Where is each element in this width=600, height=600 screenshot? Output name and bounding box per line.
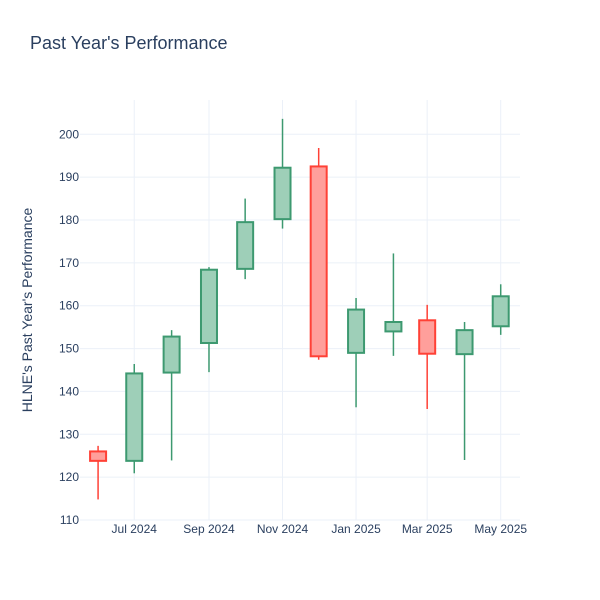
candle-body <box>273 166 292 221</box>
y-tick-label: 180 <box>59 213 79 227</box>
y-tick-label: 140 <box>59 384 79 398</box>
x-tick-label: Nov 2024 <box>257 522 309 536</box>
y-tick-label: 120 <box>59 470 79 484</box>
chart-title: Past Year's Performance <box>30 33 228 53</box>
candle-increasing <box>455 322 474 460</box>
y-tick-label: 150 <box>59 342 79 356</box>
candle-increasing <box>491 284 510 335</box>
candle-increasing <box>236 198 255 280</box>
y-tick-label: 190 <box>59 170 79 184</box>
candle-increasing <box>384 253 403 356</box>
candle-body <box>199 268 218 345</box>
candle-increasing <box>347 298 366 408</box>
y-tick-label: 130 <box>59 427 79 441</box>
candle-body <box>162 335 181 374</box>
candle-body <box>491 295 510 328</box>
candle-body <box>236 221 255 270</box>
y-tick-label: 110 <box>60 513 79 527</box>
candle-increasing <box>125 364 144 474</box>
y-tick-label: 170 <box>59 256 79 270</box>
candle-decreasing <box>89 445 108 500</box>
candle-decreasing <box>309 148 328 360</box>
x-tick-label: Jul 2024 <box>112 522 158 536</box>
candle-increasing <box>199 267 218 373</box>
candle-body <box>309 165 328 358</box>
candle-body <box>384 321 403 333</box>
x-tick-label: Jan 2025 <box>331 522 381 536</box>
candle-body <box>125 372 144 462</box>
candle-decreasing <box>418 304 437 409</box>
candle-layer <box>89 118 510 500</box>
y-axis-label: HLNE's Past Year's Performance <box>19 208 35 413</box>
axis-layer: 110 120 130 140 150 160 170 180 190 200 Jul 2024 Se… <box>59 127 527 536</box>
y-tick-label: 200 <box>59 127 79 141</box>
candle-body <box>347 308 366 354</box>
x-tick-label: Sep 2024 <box>183 522 235 536</box>
candle-body <box>418 319 437 355</box>
grid-layer <box>80 100 520 521</box>
candle-increasing <box>273 118 292 229</box>
x-tick-label: May 2025 <box>474 522 527 536</box>
candle-body <box>89 450 108 462</box>
candle-body <box>455 329 474 356</box>
y-tick-label: 160 <box>59 299 79 313</box>
x-tick-label: Mar 2025 <box>402 522 453 536</box>
candle-increasing <box>162 330 181 461</box>
